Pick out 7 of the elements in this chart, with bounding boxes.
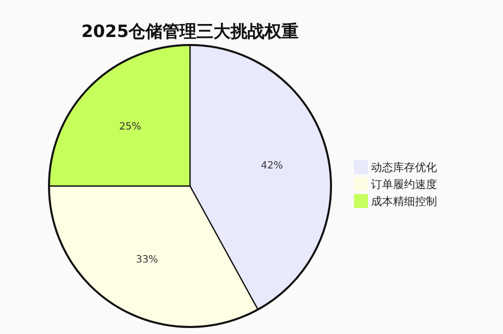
data-label: 33% xyxy=(136,254,158,266)
legend-label: 订单履约速度 xyxy=(371,178,437,191)
legend-label: 成本精细控制 xyxy=(371,195,437,208)
data-label: 25% xyxy=(119,122,142,133)
chart-title: 2025仓储管理三大挑战权重 xyxy=(81,22,299,42)
legend-label: 动态库存优化 xyxy=(371,161,437,174)
data-label: 42% xyxy=(260,160,284,172)
